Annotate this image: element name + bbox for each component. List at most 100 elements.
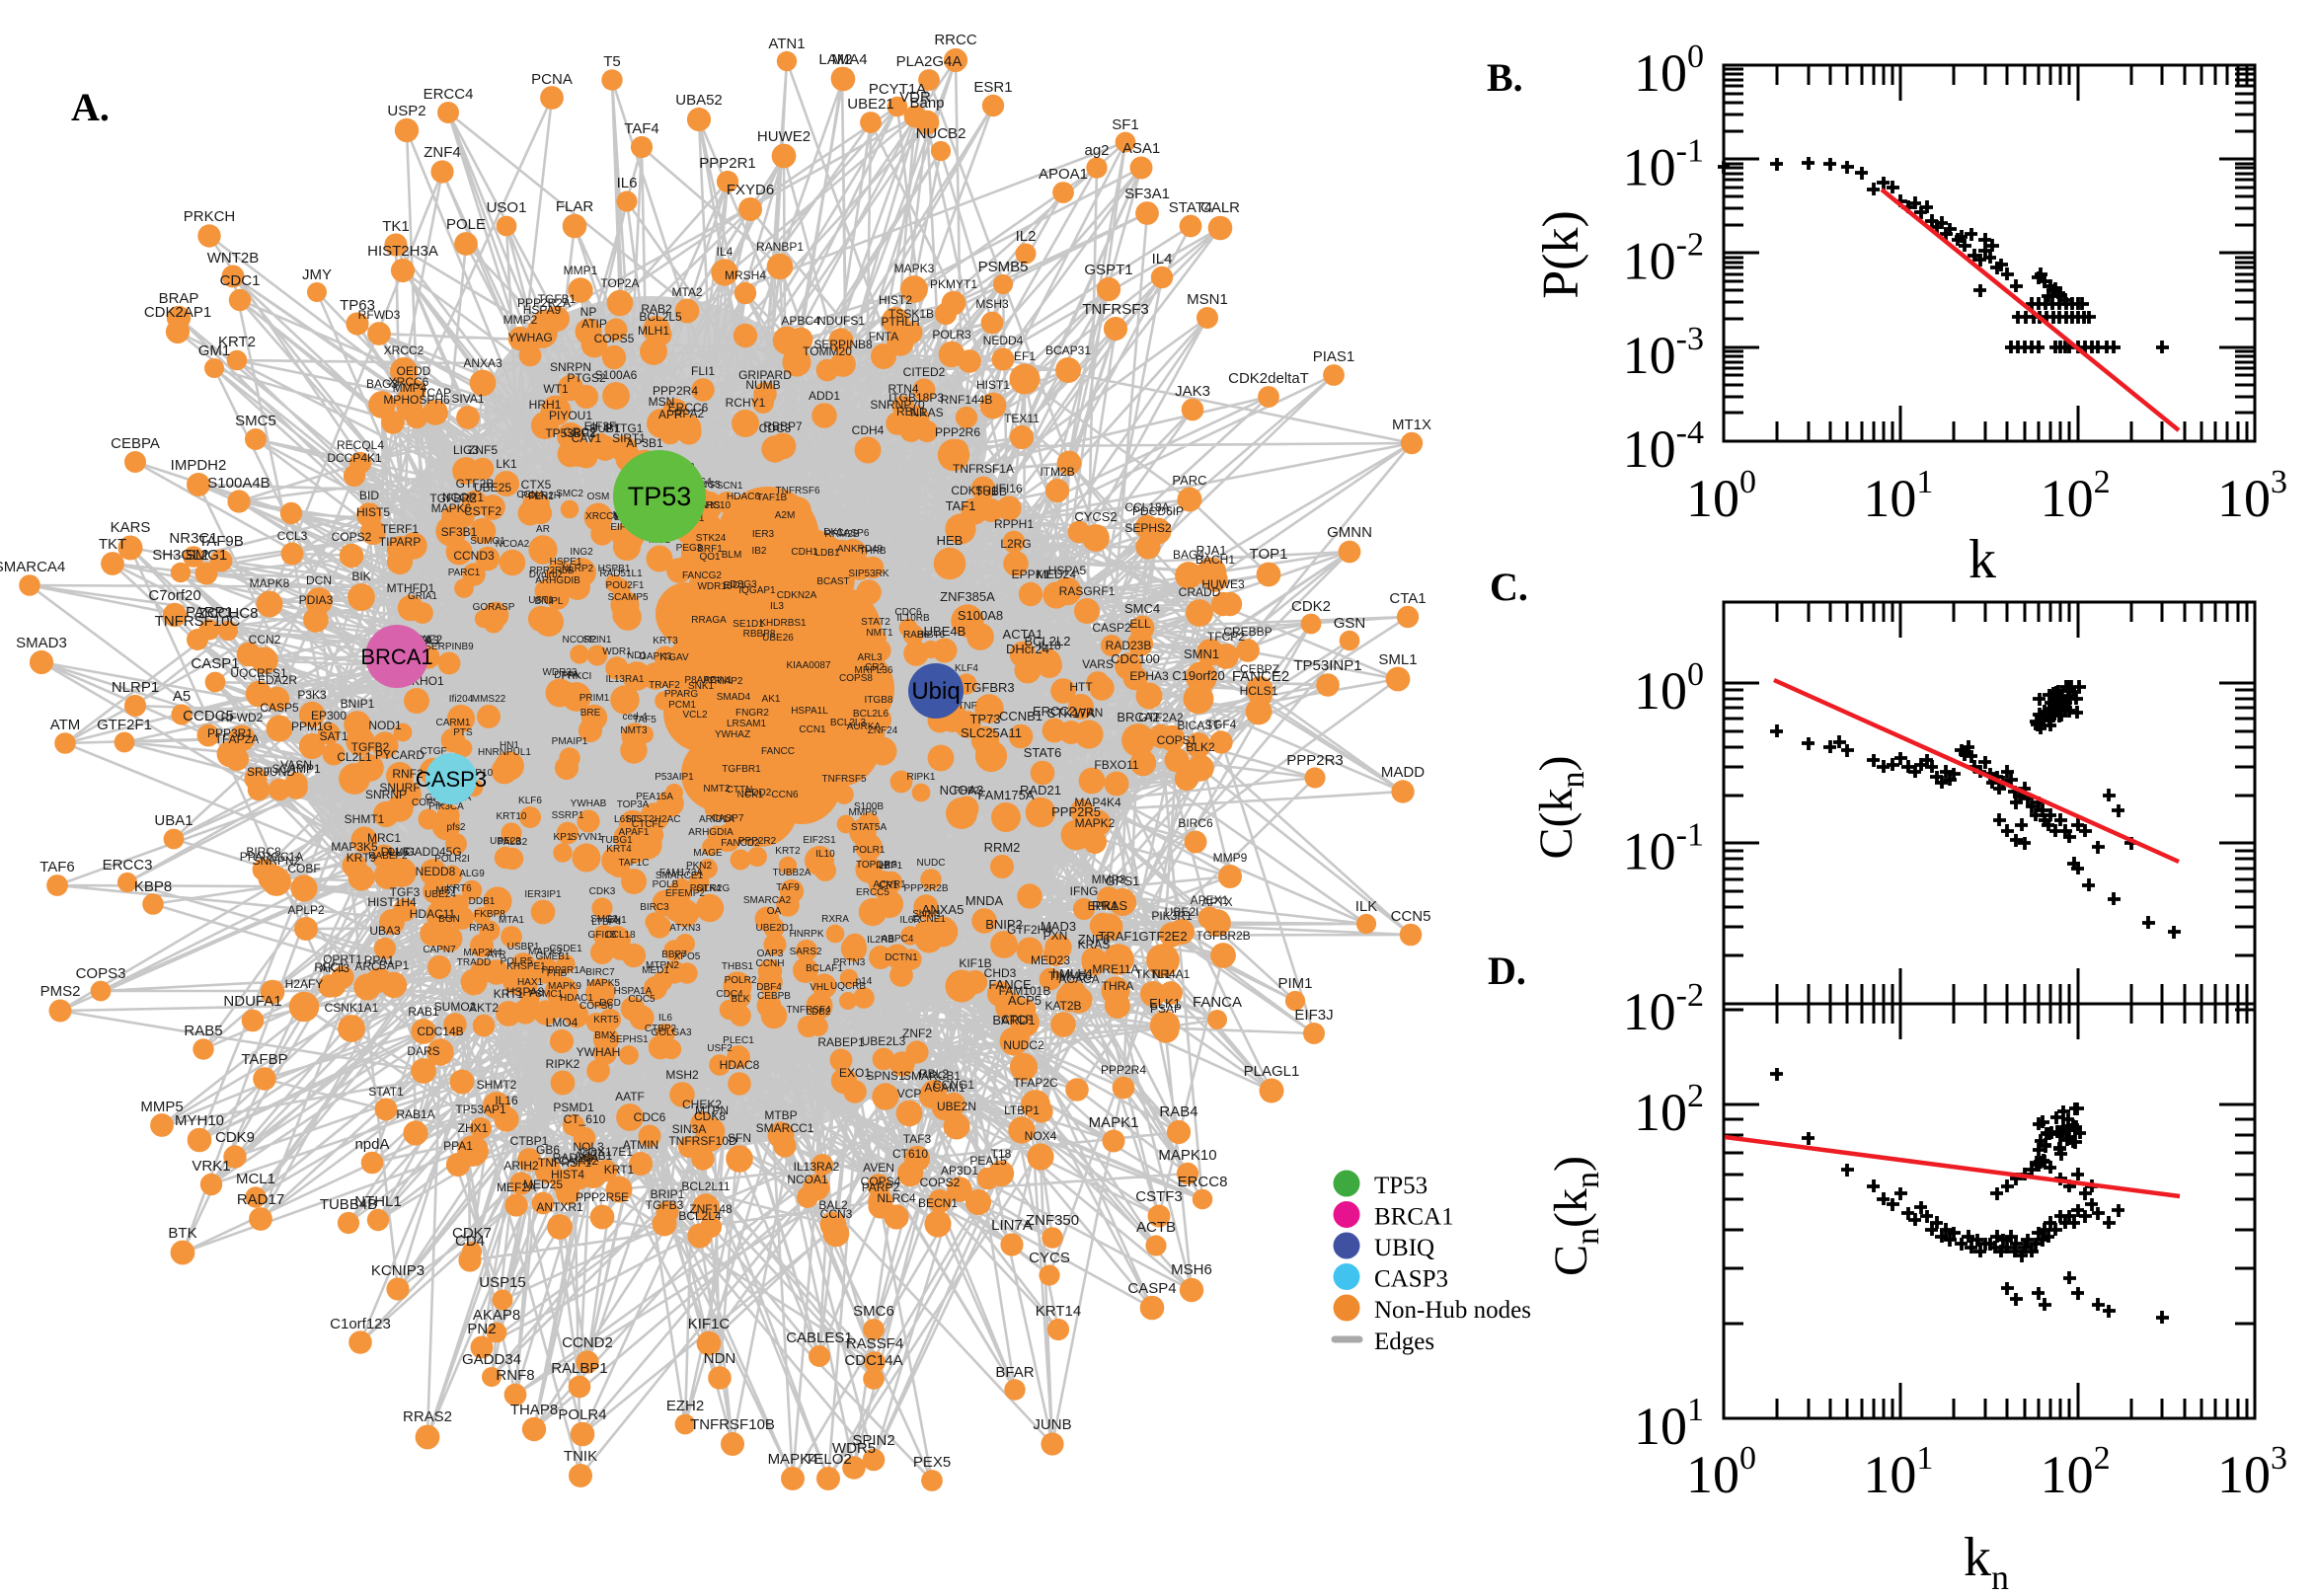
svg-text:A.: A.: [71, 85, 110, 129]
svg-text:SML1: SML1: [1378, 651, 1417, 668]
svg-text:CCL18A: CCL18A: [1124, 500, 1169, 514]
svg-text:SMC6: SMC6: [853, 1303, 894, 1320]
svg-text:PIK3R1: PIK3R1: [1151, 909, 1193, 923]
svg-text:MTPN: MTPN: [695, 1103, 729, 1117]
svg-text:SYVN1: SYVN1: [571, 832, 603, 843]
svg-text:RFC1: RFC1: [314, 960, 346, 974]
svg-text:MCL1: MCL1: [236, 1171, 275, 1187]
svg-text:CASP6: CASP6: [837, 528, 870, 539]
svg-text:CSTF3: CSTF3: [1135, 1188, 1183, 1205]
svg-text:HSPA8: HSPA8: [506, 985, 545, 999]
svg-text:DAPK3: DAPK3: [640, 651, 672, 662]
svg-text:FANCG2: FANCG2: [682, 570, 722, 581]
svg-text:NMT2: NMT2: [703, 784, 731, 795]
svg-text:BICAST: BICAST: [1177, 719, 1220, 732]
svg-text:C7orf20: C7orf20: [148, 587, 200, 604]
svg-text:SE1D1: SE1D1: [733, 619, 764, 630]
svg-text:KBP8: KBP8: [134, 878, 172, 895]
svg-text:COPS1: COPS1: [1157, 733, 1197, 747]
svg-text:BFAR: BFAR: [995, 1364, 1034, 1381]
svg-text:EF1: EF1: [1014, 349, 1036, 363]
svg-text:UBE24: UBE24: [425, 889, 456, 900]
svg-text:MMP3: MMP3: [1092, 873, 1126, 886]
svg-text:PSMB5: PSMB5: [978, 259, 1029, 275]
svg-text:RBBP8: RBBP8: [743, 629, 776, 640]
svg-text:GTF2A2: GTF2A2: [1138, 711, 1184, 724]
svg-text:PLAGL1: PLAGL1: [1244, 1063, 1300, 1080]
svg-text:CAV1: CAV1: [572, 431, 602, 445]
svg-text:TNFRSF10D: TNFRSF10D: [668, 1134, 737, 1148]
svg-text:UBE2D1: UBE2D1: [756, 923, 795, 934]
svg-text:KIAA0087: KIAA0087: [786, 660, 830, 671]
svg-text:TELO2: TELO2: [805, 1451, 852, 1468]
svg-text:EIF2S1: EIF2S1: [803, 835, 836, 846]
svg-text:RNF144B: RNF144B: [941, 393, 993, 407]
svg-text:CDC1: CDC1: [220, 272, 261, 289]
svg-text:GMEB1: GMEB1: [535, 951, 570, 962]
svg-text:JAK3: JAK3: [1175, 383, 1210, 400]
svg-text:ACACA: ACACA: [1058, 972, 1099, 986]
svg-text:SNK1: SNK1: [688, 681, 715, 692]
svg-text:ANKRD49: ANKRD49: [837, 544, 884, 555]
svg-text:CCN4: CCN4: [516, 490, 544, 500]
svg-text:NR4A1: NR4A1: [1152, 967, 1191, 981]
svg-text:IL18: IL18: [1038, 639, 1061, 652]
svg-text:POU2F1: POU2F1: [606, 580, 645, 591]
svg-text:LAMA4: LAMA4: [818, 51, 867, 68]
svg-text:ERCC6: ERCC6: [668, 401, 709, 415]
svg-text:ACVR1: ACVR1: [873, 879, 906, 890]
svg-text:BIRC7: BIRC7: [585, 967, 615, 978]
svg-text:ABPC4: ABPC4: [882, 934, 914, 945]
svg-text:UBE26: UBE26: [762, 633, 794, 644]
svg-text:DLL5: DLL5: [381, 845, 410, 859]
svg-text:ZNF5: ZNF5: [468, 443, 498, 457]
svg-text:BAG4: BAG4: [1173, 548, 1204, 562]
svg-text:ATN1: ATN1: [768, 36, 805, 52]
svg-text:SPIN1: SPIN1: [583, 635, 612, 646]
svg-text:RAB5: RAB5: [184, 1023, 222, 1039]
svg-text:NOD1: NOD1: [368, 719, 402, 732]
svg-text:PLEC1: PLEC1: [723, 1035, 754, 1046]
svg-text:CAPN2: CAPN2: [559, 1154, 598, 1168]
svg-text:DK1: DK1: [823, 527, 843, 538]
svg-text:TRAF2: TRAF2: [649, 680, 680, 691]
svg-text:TUBB2A: TUBB2A: [773, 868, 811, 878]
svg-text:FLAR: FLAR: [556, 198, 594, 215]
svg-text:MTA1: MTA1: [499, 915, 524, 926]
svg-text:MSH6: MSH6: [1171, 1261, 1212, 1278]
svg-text:Cn(kn): Cn(kn): [1545, 1156, 1606, 1276]
svg-text:CRADD: CRADD: [1179, 585, 1221, 599]
svg-text:TK1: TK1: [382, 218, 410, 235]
svg-text:ZNF6: ZNF6: [1078, 932, 1111, 947]
svg-text:RASSF4: RASSF4: [846, 1335, 903, 1352]
svg-text:CTCF: CTCF: [1001, 1013, 1033, 1026]
svg-text:BNIP1: BNIP1: [341, 697, 375, 711]
svg-text:IL10: IL10: [815, 849, 835, 860]
svg-text:TIMM50: TIMM50: [1048, 969, 1092, 983]
svg-text:SERPINB8: SERPINB8: [813, 338, 873, 351]
svg-text:TNIK: TNIK: [564, 1448, 597, 1465]
svg-text:CDC5: CDC5: [628, 994, 656, 1005]
svg-text:PPP2R1: PPP2R1: [699, 155, 756, 172]
svg-text:MSN: MSN: [649, 395, 675, 409]
svg-text:COPS5: COPS5: [594, 332, 635, 345]
svg-text:MRSH4: MRSH4: [725, 268, 766, 282]
svg-text:CHD3: CHD3: [984, 966, 1017, 980]
svg-text:JUND: JUND: [264, 765, 295, 779]
svg-text:RRM2B: RRM2B: [824, 529, 859, 540]
svg-text:TNFRSF3: TNFRSF3: [1082, 301, 1149, 318]
svg-text:HDAC8: HDAC8: [720, 1058, 760, 1072]
svg-text:PPP2R2A: PPP2R2A: [517, 296, 571, 310]
svg-text:CASP1: CASP1: [191, 655, 239, 672]
svg-text:ZNF148: ZNF148: [689, 1202, 733, 1216]
svg-text:THBS1: THBS1: [722, 961, 754, 972]
svg-text:RASGRF1: RASGRF1: [1059, 584, 1116, 598]
svg-text:NCK1: NCK1: [737, 790, 764, 800]
svg-text:ZHX1: ZHX1: [458, 1121, 489, 1135]
svg-text:ced-4: ced-4: [622, 712, 647, 722]
svg-text:CCL18: CCL18: [604, 930, 636, 941]
svg-text:YWHAG: YWHAG: [507, 331, 552, 344]
svg-text:RAD17: RAD17: [237, 1191, 284, 1208]
svg-text:PEA15A: PEA15A: [636, 792, 673, 802]
svg-text:p14: p14: [856, 976, 873, 987]
